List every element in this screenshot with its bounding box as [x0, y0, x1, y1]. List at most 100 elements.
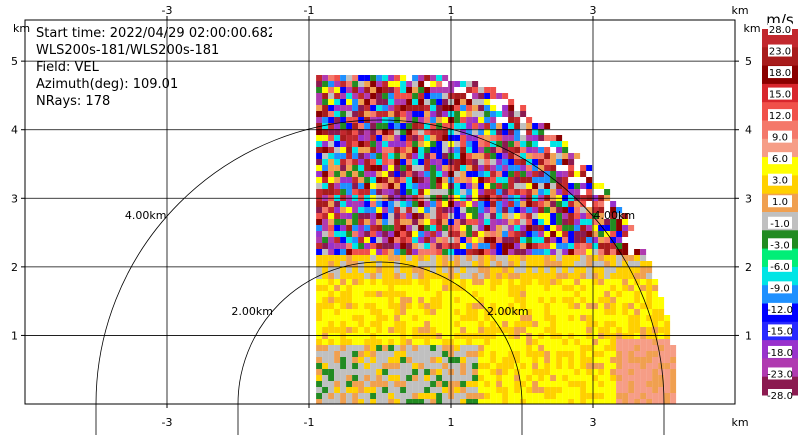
field-cell	[610, 399, 617, 404]
field-cell	[508, 381, 515, 387]
field-cell	[586, 315, 593, 321]
field-cell	[508, 147, 515, 153]
field-cell	[508, 327, 515, 333]
field-cell	[334, 255, 341, 261]
field-cell	[370, 237, 377, 243]
field-cell	[382, 231, 389, 237]
field-cell	[634, 297, 641, 303]
field-cell	[484, 363, 491, 369]
colorbar-label-bg	[768, 152, 792, 165]
field-cell	[658, 351, 665, 357]
field-cell	[490, 393, 497, 399]
field-cell	[442, 117, 449, 123]
field-cell	[478, 297, 485, 303]
field-cell	[490, 189, 497, 195]
field-cell	[346, 129, 353, 135]
field-cell	[562, 333, 569, 339]
field-cell	[484, 255, 491, 261]
field-cell	[352, 303, 359, 309]
field-cell	[454, 135, 461, 141]
field-cell	[664, 327, 671, 333]
field-cell	[430, 135, 437, 141]
field-cell	[340, 189, 347, 195]
field-cell	[352, 87, 359, 93]
field-cell	[334, 147, 341, 153]
field-cell	[610, 345, 617, 351]
field-cell	[442, 297, 449, 303]
field-cell	[370, 303, 377, 309]
field-cell	[514, 297, 521, 303]
field-cell	[460, 111, 467, 117]
field-cell	[466, 219, 473, 225]
field-cell	[484, 201, 491, 207]
field-cell	[472, 351, 479, 357]
field-cell	[358, 135, 365, 141]
field-cell	[406, 333, 413, 339]
field-cell	[376, 327, 383, 333]
field-cell	[364, 75, 371, 81]
field-cell	[412, 207, 419, 213]
field-cell	[466, 153, 473, 159]
field-cell	[460, 399, 467, 404]
field-cell	[490, 309, 497, 315]
field-cell	[328, 357, 335, 363]
field-cell	[364, 387, 371, 393]
field-cell	[466, 273, 473, 279]
field-cell	[424, 213, 431, 219]
field-cell	[412, 291, 419, 297]
field-cell	[340, 291, 347, 297]
field-cell	[442, 93, 449, 99]
field-cell	[514, 375, 521, 381]
field-cell	[622, 261, 629, 267]
field-cell	[376, 267, 383, 273]
field-cell	[364, 243, 371, 249]
field-cell	[430, 225, 437, 231]
field-cell	[376, 399, 383, 404]
field-cell	[532, 369, 539, 375]
field-cell	[406, 363, 413, 369]
field-cell	[430, 183, 437, 189]
field-cell	[508, 207, 515, 213]
field-cell	[496, 345, 503, 351]
field-cell	[352, 153, 359, 159]
field-cell	[496, 333, 503, 339]
field-cell	[514, 381, 521, 387]
field-cell	[334, 153, 341, 159]
field-cell	[466, 81, 473, 87]
field-cell	[316, 123, 323, 129]
field-cell	[322, 219, 329, 225]
field-cell	[658, 327, 665, 333]
field-cell	[496, 327, 503, 333]
field-cell	[406, 183, 413, 189]
field-cell	[496, 135, 503, 141]
field-cell	[574, 399, 581, 404]
field-cell	[544, 123, 551, 129]
field-cell	[550, 171, 557, 177]
field-cell	[442, 333, 449, 339]
field-cell	[478, 363, 485, 369]
field-cell	[538, 261, 545, 267]
field-cell	[346, 225, 353, 231]
field-cell	[442, 387, 449, 393]
field-cell	[388, 297, 395, 303]
field-cell	[460, 315, 467, 321]
field-cell	[604, 339, 611, 345]
field-cell	[484, 165, 491, 171]
field-cell	[388, 147, 395, 153]
field-cell	[520, 387, 527, 393]
field-cell	[466, 363, 473, 369]
field-cell	[484, 105, 491, 111]
field-cell	[634, 351, 641, 357]
field-cell	[400, 279, 407, 285]
field-cell	[424, 105, 431, 111]
field-cell	[574, 303, 581, 309]
field-cell	[598, 387, 605, 393]
field-cell	[526, 315, 533, 321]
field-cell	[352, 327, 359, 333]
nrays-text: NRays: 178	[36, 94, 111, 109]
field-cell	[322, 159, 329, 165]
field-cell	[364, 129, 371, 135]
field-cell	[358, 261, 365, 267]
field-cell	[658, 381, 665, 387]
field-cell	[328, 387, 335, 393]
